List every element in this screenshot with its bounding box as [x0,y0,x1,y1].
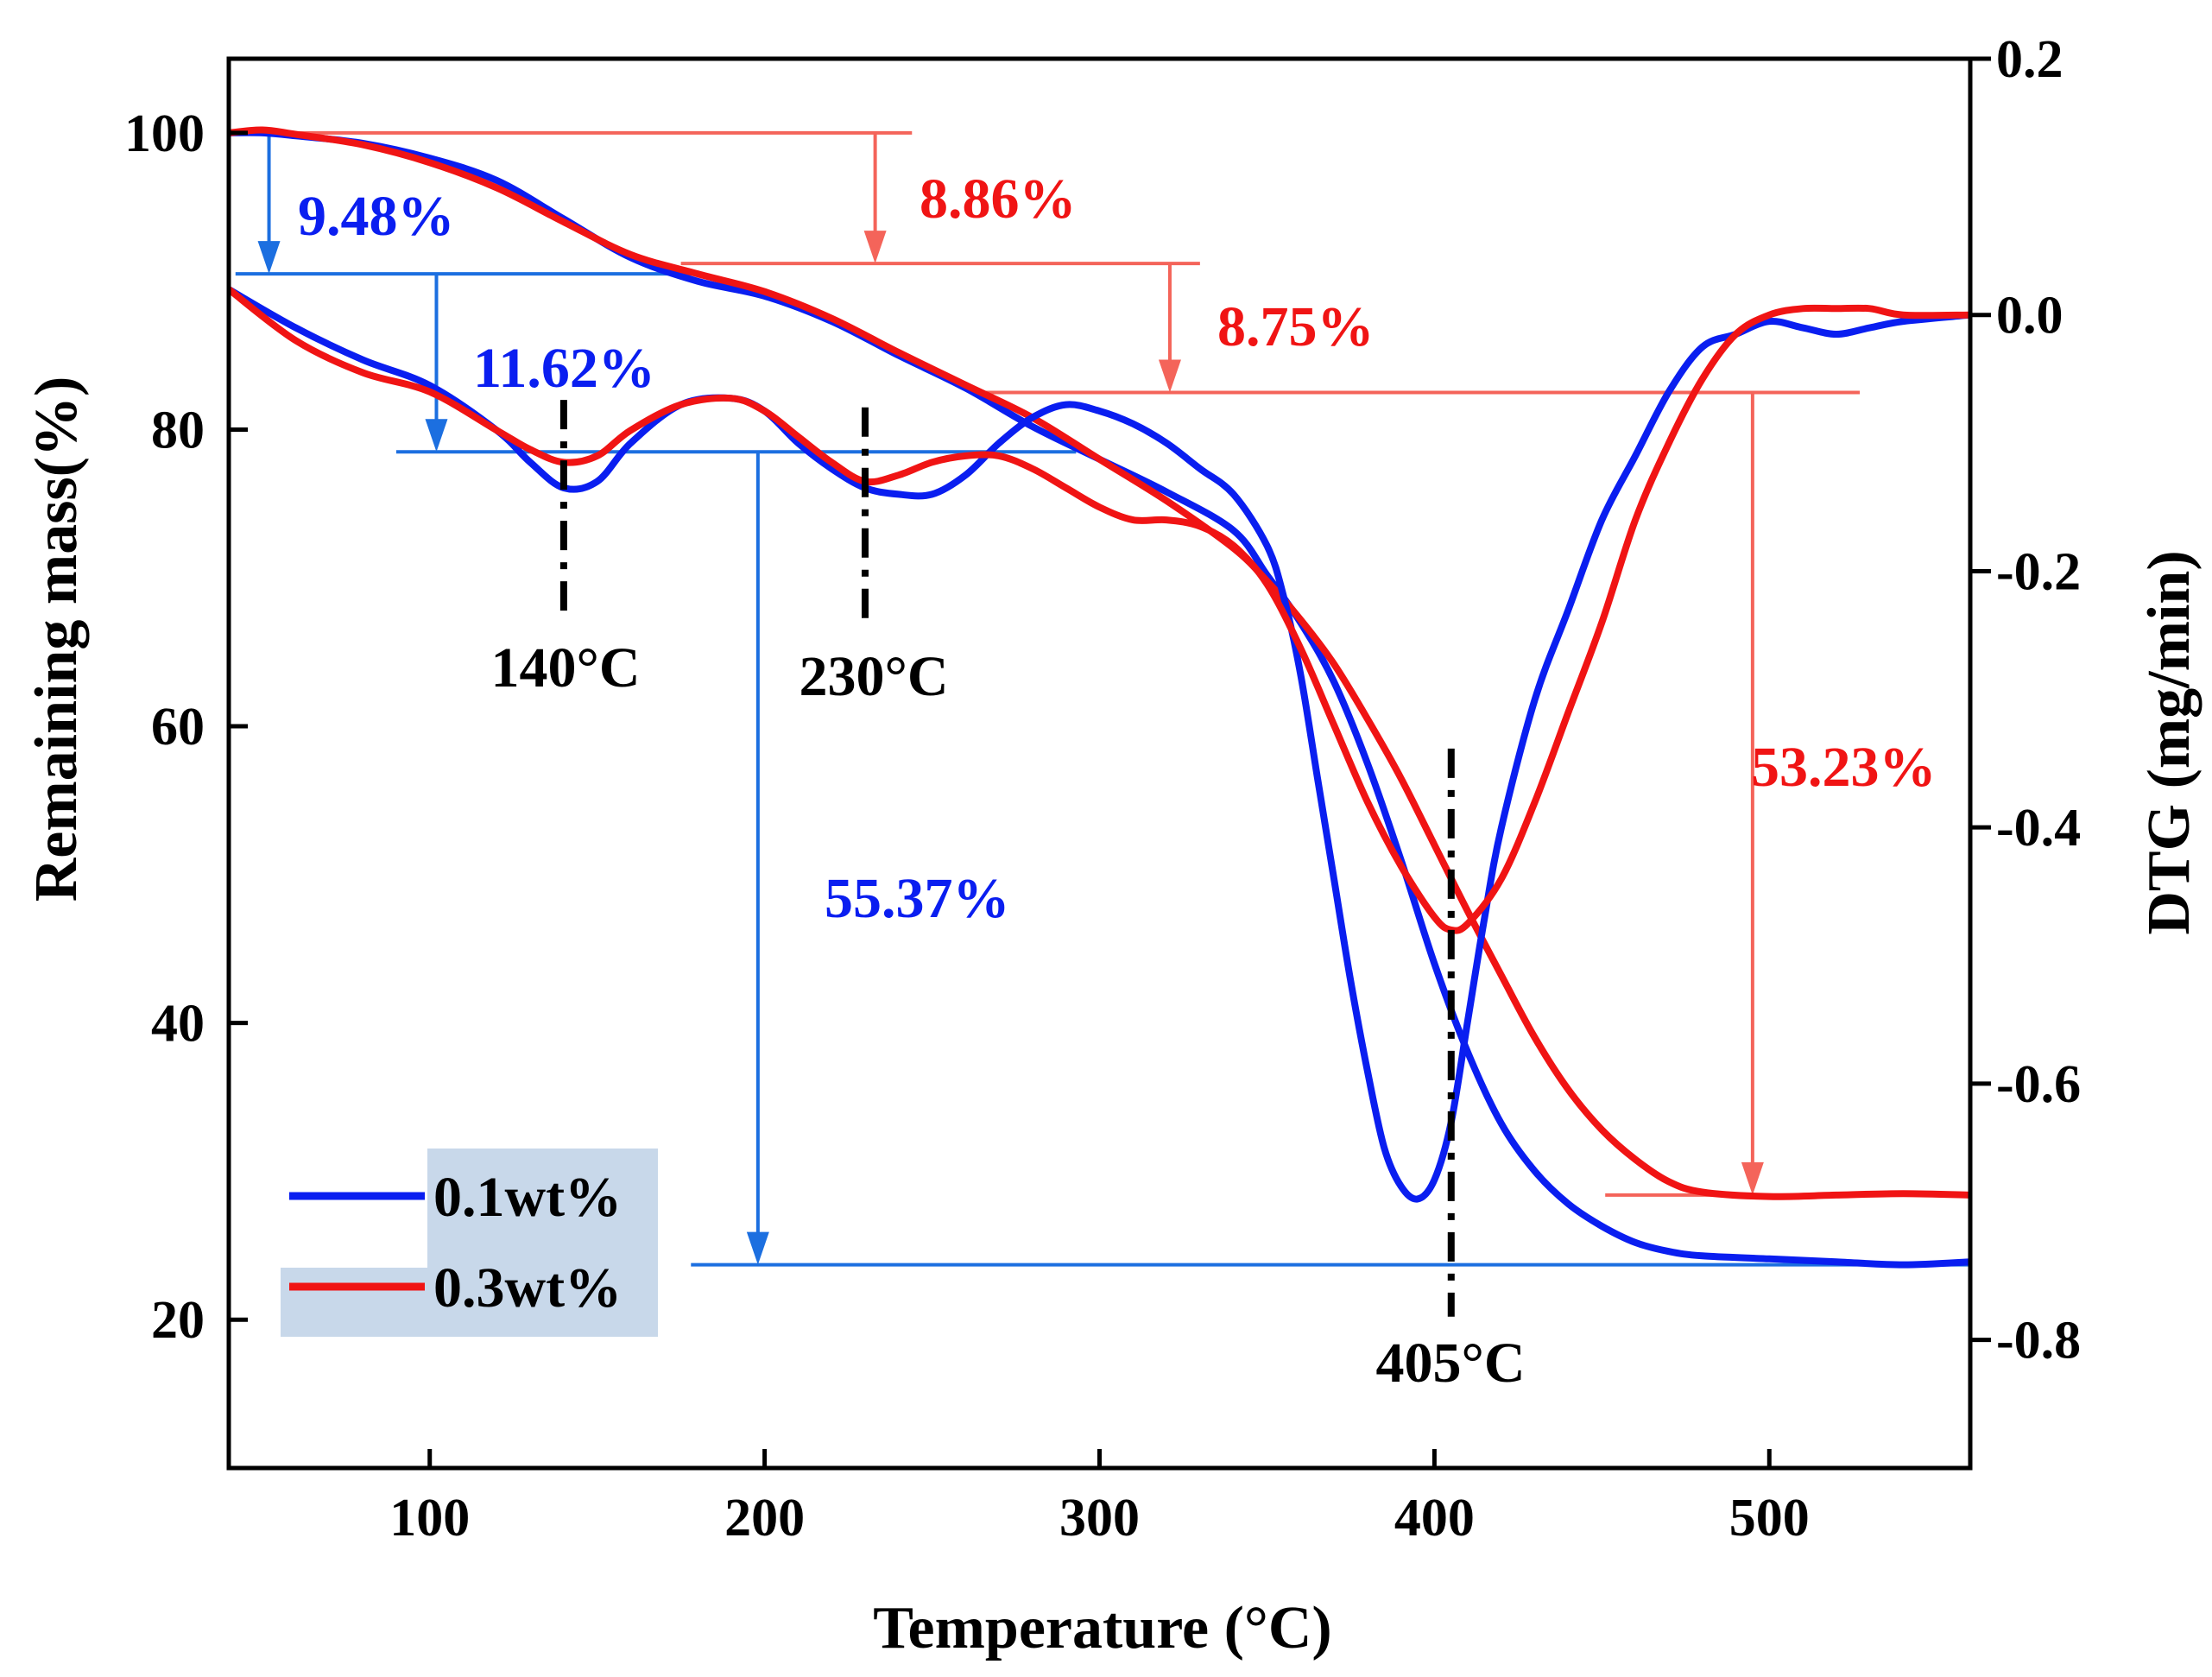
legend-label-0: 0.1wt% [433,1166,622,1229]
y-right-tick-label-1: -0.6 [1996,1055,2081,1114]
y-left-tick-label-0: 20 [151,1291,205,1350]
blue-arrow-2-head [425,419,448,452]
x-tick-label-0: 100 [389,1489,470,1547]
blue-step3-label: 55.37% [825,867,1010,930]
x-tick-label-3: 400 [1394,1489,1475,1547]
blue-arrow-3-head [746,1231,769,1265]
y-right-tick-label-0: -0.8 [1996,1312,2081,1370]
y-right-tick-label-4: 0.0 [1996,287,2063,345]
red-step1-label: 8.86% [920,168,1077,231]
blue-step2-label: 11.62% [473,337,655,400]
y-left-tick-label-2: 60 [151,698,205,756]
x-tick-label-2: 300 [1059,1489,1140,1547]
peak2-label: 230°C [799,645,948,708]
legend-label-1: 0.3wt% [433,1256,622,1319]
y-right-tick-label-3: -0.2 [1996,542,2081,601]
y-right-tick-label-5: 0.2 [1996,30,2063,89]
x-tick-label-1: 200 [724,1489,805,1547]
left-axis-title: Remaining mass(%) [23,377,90,902]
y-left-tick-label-4: 100 [124,104,205,163]
legend: 0.1wt% 0.3wt% [281,1149,658,1337]
y-left-tick-label-1: 40 [151,995,205,1054]
red-arrow-1-head [863,231,887,264]
y-left-tick-label-3: 80 [151,401,205,459]
red-step2-label: 8.75% [1217,295,1375,358]
legend-background-gap [281,1149,427,1268]
peak1-label: 140°C [490,636,640,699]
series-dtg-3 [226,286,1971,934]
y-right-tick-label-2: -0.4 [1996,799,2081,857]
red-arrow-2-head [1158,359,1181,393]
x-axis-ticks: 100 200 300 400 500 [389,1449,1810,1547]
blue-arrow-1-head [257,241,281,275]
red-arrow-3-head [1741,1161,1764,1195]
blue-step1-label: 9.48% [298,185,455,248]
left-axis-ticks: 20 40 60 80 100 [124,104,248,1350]
peak-markers [559,400,1455,1317]
red-step3-label: 53.23% [1751,736,1937,799]
x-tick-label-4: 500 [1729,1489,1810,1547]
x-axis-title: Temperature (°C) [873,1595,1332,1661]
right-axis-ticks: -0.8 -0.6 -0.4 -0.2 0.0 0.2 [1970,30,2081,1370]
right-axis-title: DTG (mg/min) [2136,550,2203,934]
peak3-label: 405°C [1375,1332,1525,1395]
data-curves [226,126,1971,1269]
